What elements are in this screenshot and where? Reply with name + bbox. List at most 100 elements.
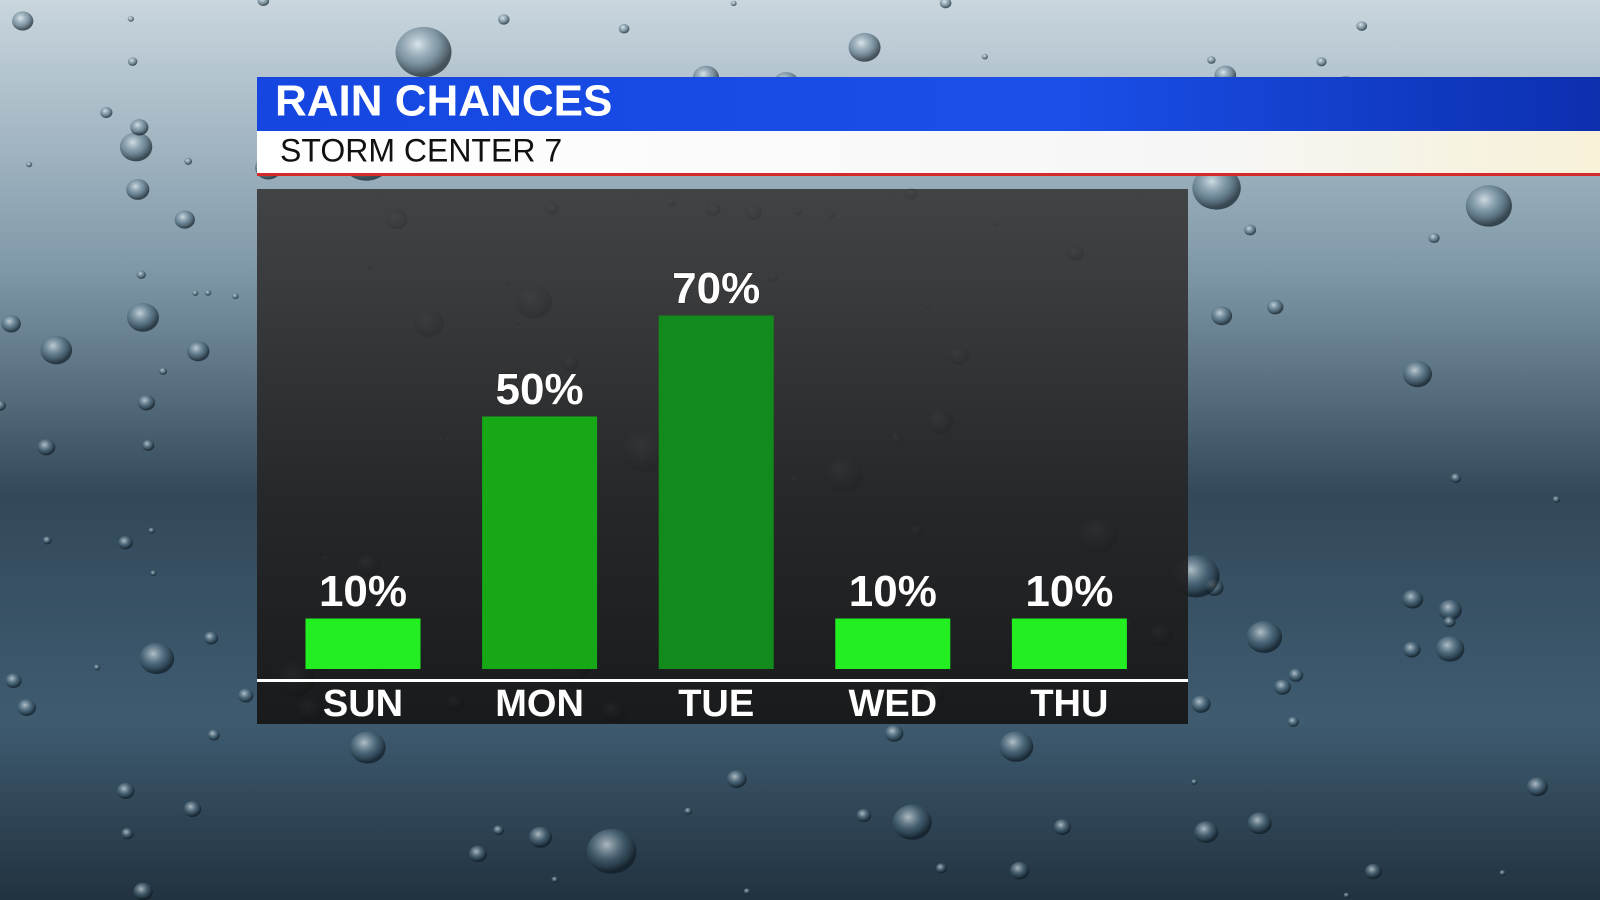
subtitle-bar [257, 131, 1600, 173]
raindrop [186, 341, 210, 362]
raindrop [1192, 166, 1241, 210]
raindrop [498, 14, 510, 25]
raindrop [999, 731, 1034, 762]
raindrop [159, 367, 168, 375]
raindrop [1402, 589, 1424, 609]
raindrop [257, 0, 270, 7]
raindrop [1244, 224, 1257, 236]
raindrop [150, 570, 157, 577]
raindrop [1009, 861, 1030, 880]
raindrop [139, 642, 175, 675]
raindrop [127, 57, 138, 66]
raindrop [528, 826, 553, 848]
raindrop [618, 23, 630, 34]
bar [835, 618, 951, 669]
raindrop [1267, 299, 1284, 315]
raindrop [1053, 819, 1072, 835]
raindrop [1191, 695, 1211, 713]
raindrop [0, 400, 6, 411]
raindrop [136, 270, 146, 279]
bar [482, 416, 598, 669]
raindrop [25, 161, 33, 168]
x-tick-label: SUN [323, 683, 403, 725]
raindrop [730, 0, 737, 7]
raindrop [119, 132, 153, 162]
raindrop [17, 699, 37, 716]
raindrop [37, 439, 56, 456]
raindrop [1428, 232, 1440, 244]
raindrop [726, 770, 747, 789]
x-tick-label: TUE [678, 683, 754, 725]
value-label: 10% [1025, 567, 1113, 616]
raindrop [40, 335, 73, 365]
raindrop [884, 725, 904, 742]
raindrop [1, 315, 21, 333]
raindrop [1365, 863, 1382, 880]
raindrop [1287, 716, 1299, 727]
x-tick-label: WED [848, 683, 937, 725]
raindrop [1435, 636, 1465, 662]
title-bar [257, 77, 1600, 131]
red-rule [257, 173, 1600, 176]
raindrop [743, 888, 751, 895]
raindrop [183, 801, 202, 817]
raindrop [939, 0, 952, 9]
raindrop [127, 303, 159, 332]
raindrop [1274, 679, 1292, 695]
raindrop [126, 179, 150, 200]
raindrop [684, 807, 693, 815]
value-label: 10% [319, 567, 407, 616]
raindrop [349, 731, 386, 764]
raindrop [1194, 821, 1219, 843]
raindrop [1403, 641, 1421, 658]
chart-subtitle: STORM CENTER 7 [280, 132, 562, 168]
raindrop [1443, 616, 1456, 628]
raindrop [116, 783, 135, 799]
value-label: 70% [672, 264, 760, 313]
raindrop [204, 289, 212, 296]
raindrop [1465, 185, 1512, 227]
raindrop [1356, 21, 1368, 31]
raindrop [93, 664, 101, 671]
raindrop [551, 876, 559, 883]
raindrop [1450, 473, 1462, 483]
raindrop [133, 882, 153, 900]
raindrop [127, 16, 135, 22]
raindrop [892, 804, 932, 840]
raindrop [1316, 57, 1327, 67]
raindrop [100, 106, 113, 118]
raindrop [121, 828, 134, 840]
raindrop [981, 53, 988, 60]
raindrop [148, 527, 155, 534]
raindrop [1207, 56, 1216, 64]
raindrop [1526, 777, 1548, 797]
raindrop [1247, 812, 1272, 835]
raindrop [192, 290, 199, 296]
raindrop [1246, 620, 1283, 654]
raindrop [174, 210, 195, 229]
raindrop [238, 688, 254, 703]
chart-title: RAIN CHANCES [275, 77, 612, 126]
raindrop [1402, 361, 1433, 388]
raindrop [848, 32, 881, 62]
raindrop [1552, 495, 1561, 503]
raindrop [1499, 869, 1506, 876]
raindrop [1288, 668, 1304, 682]
raindrop [1191, 779, 1198, 785]
raindrop [42, 536, 52, 545]
raindrop [1211, 306, 1233, 326]
raindrop [184, 157, 193, 165]
raindrop [856, 808, 872, 823]
baseline [257, 679, 1188, 682]
raindrop [232, 293, 239, 300]
raindrop [1343, 892, 1350, 899]
value-label: 50% [496, 365, 584, 414]
raindrop [1438, 599, 1462, 621]
raindrop [492, 825, 504, 836]
bar [658, 315, 774, 669]
raindrop [142, 439, 155, 451]
x-tick-label: MON [495, 683, 584, 725]
raindrop [137, 394, 156, 411]
